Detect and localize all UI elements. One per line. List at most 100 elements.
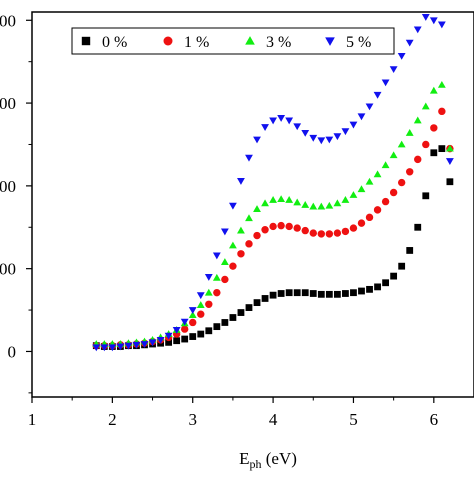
data-point xyxy=(277,290,285,297)
data-point xyxy=(245,240,253,248)
data-point xyxy=(188,311,197,318)
legend-box xyxy=(71,27,395,55)
data-point xyxy=(389,151,398,159)
data-point xyxy=(124,342,133,350)
data-point xyxy=(325,201,334,209)
plot-frame xyxy=(31,11,474,398)
data-point xyxy=(188,307,197,314)
data-point xyxy=(438,107,446,116)
data-point xyxy=(358,287,365,295)
data-point xyxy=(413,26,422,34)
data-point xyxy=(430,124,438,132)
data-point xyxy=(357,113,366,121)
data-point xyxy=(317,230,326,238)
y-tick-label: 00 xyxy=(0,260,16,279)
data-point xyxy=(237,250,245,258)
y-tick-label: 00 xyxy=(0,177,16,196)
data-point xyxy=(333,199,342,207)
data-point xyxy=(341,227,350,236)
data-point xyxy=(382,279,389,287)
data-point xyxy=(301,129,310,137)
data-point xyxy=(197,310,205,318)
data-point xyxy=(253,299,261,307)
data-point xyxy=(301,201,310,208)
data-point xyxy=(406,168,414,176)
data-point xyxy=(165,338,173,346)
data-point xyxy=(422,140,430,149)
data-point xyxy=(414,155,422,164)
data-point xyxy=(116,343,125,351)
data-point xyxy=(349,121,358,129)
data-point xyxy=(373,91,382,99)
data-point xyxy=(180,318,189,326)
data-point xyxy=(333,290,341,298)
data-point xyxy=(261,295,269,302)
data-point xyxy=(245,154,253,162)
data-point xyxy=(285,222,293,231)
data-point xyxy=(309,290,317,297)
data-point xyxy=(317,137,326,145)
data-point xyxy=(261,226,269,234)
data-point xyxy=(213,288,221,297)
data-point xyxy=(181,335,189,343)
data-point xyxy=(373,170,382,178)
data-point xyxy=(437,21,446,29)
data-point xyxy=(446,178,454,186)
x-tick-label: 2 xyxy=(108,410,117,429)
data-point xyxy=(445,158,454,165)
data-point xyxy=(100,344,109,352)
data-point xyxy=(132,341,141,349)
data-point xyxy=(421,102,430,110)
data-point xyxy=(189,318,197,327)
data-point xyxy=(108,344,117,352)
data-point xyxy=(317,290,325,298)
data-point xyxy=(221,319,229,326)
data-point xyxy=(405,39,414,47)
data-point xyxy=(365,103,374,111)
data-point xyxy=(333,229,342,237)
data-point xyxy=(342,290,349,297)
data-point xyxy=(269,222,277,231)
data-point xyxy=(204,274,213,281)
legend-entry: 3 % xyxy=(245,34,291,51)
data-point xyxy=(229,314,237,321)
data-point xyxy=(381,197,390,206)
data-point xyxy=(197,330,205,338)
data-point xyxy=(173,337,181,345)
data-point xyxy=(269,291,277,299)
data-point xyxy=(205,327,213,335)
data-point xyxy=(366,285,373,293)
data-point xyxy=(325,136,334,144)
data-point xyxy=(156,336,165,344)
y-tick-label: 00 xyxy=(0,94,16,113)
data-point xyxy=(325,290,333,298)
legend: 0 % 1 % 3 % 5 % xyxy=(71,27,395,55)
data-point xyxy=(430,149,438,157)
legend-entry: 5 % xyxy=(325,34,371,51)
data-point xyxy=(205,300,213,308)
data-point xyxy=(373,206,382,214)
data-point xyxy=(398,262,406,270)
data-point xyxy=(204,288,213,296)
data-point xyxy=(237,226,245,234)
data-point xyxy=(365,177,374,185)
data-point xyxy=(405,128,414,136)
data-point xyxy=(285,117,294,125)
data-point xyxy=(261,124,269,131)
data-point xyxy=(429,86,438,94)
x-axis-title-main: E xyxy=(239,449,249,468)
legend-marker xyxy=(163,36,173,46)
data-point xyxy=(421,14,430,21)
legend-label: 3 % xyxy=(266,34,291,51)
data-point xyxy=(293,123,302,131)
series-2 xyxy=(92,107,454,350)
data-point xyxy=(333,133,342,141)
data-point xyxy=(237,177,245,185)
data-point xyxy=(213,323,221,331)
data-point xyxy=(390,272,398,280)
data-point xyxy=(245,304,253,311)
data-point xyxy=(325,230,334,238)
data-point xyxy=(422,192,430,200)
data-point xyxy=(293,224,301,232)
